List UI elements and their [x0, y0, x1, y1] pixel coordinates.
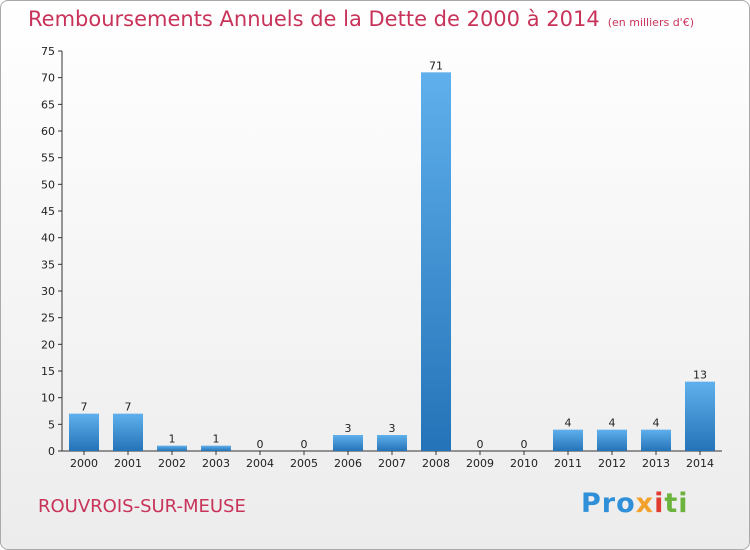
bar-2003	[201, 445, 231, 451]
y-tick-label: 30	[41, 285, 55, 298]
bar-2007	[377, 435, 407, 451]
x-tick-label: 2001	[114, 457, 142, 470]
x-tick-label: 2013	[642, 457, 670, 470]
y-tick-label: 50	[41, 178, 55, 191]
bar-2001	[113, 413, 143, 451]
bar-value-label: 0	[477, 438, 484, 451]
y-tick-label: 65	[41, 98, 55, 111]
bar-2000	[69, 413, 99, 451]
y-tick-label: 45	[41, 205, 55, 218]
bar-value-label: 7	[81, 401, 88, 414]
y-tick-label: 75	[41, 45, 55, 58]
y-tick-label: 5	[48, 418, 55, 431]
proxiti-logo: Proxiti	[581, 488, 689, 519]
bar-2006	[333, 435, 363, 451]
bar-value-label: 4	[609, 417, 616, 430]
chart-title: Remboursements Annuels de la Dette de 20…	[28, 7, 694, 31]
chart-subtitle: (en milliers d'€)	[607, 16, 694, 29]
city-name: ROUVROIS-SUR-MEUSE	[38, 496, 246, 517]
bar-2008	[421, 72, 451, 451]
y-tick-label: 15	[41, 365, 55, 378]
bar-value-label: 1	[169, 433, 176, 446]
x-tick-label: 2009	[466, 457, 494, 470]
x-tick-label: 2010	[510, 457, 538, 470]
bar-value-label: 0	[257, 438, 264, 451]
y-tick-label: 25	[41, 312, 55, 325]
bar-2011	[553, 429, 583, 451]
bar-2012	[597, 429, 627, 451]
x-tick-label: 2003	[202, 457, 230, 470]
x-tick-label: 2006	[334, 457, 362, 470]
bar-value-label: 3	[345, 422, 352, 435]
bar-value-label: 1	[213, 433, 220, 446]
y-tick-label: 10	[41, 392, 55, 405]
x-tick-label: 2000	[70, 457, 98, 470]
x-tick-label: 2004	[246, 457, 274, 470]
bar-value-label: 4	[565, 417, 572, 430]
x-tick-label: 2008	[422, 457, 450, 470]
y-tick-label: 55	[41, 152, 55, 165]
x-tick-label: 2002	[158, 457, 186, 470]
x-tick-label: 2014	[686, 457, 714, 470]
y-tick-label: 20	[41, 338, 55, 351]
y-tick-label: 70	[41, 72, 55, 85]
bar-2002	[157, 445, 187, 451]
bar-value-label: 13	[693, 369, 707, 382]
x-tick-label: 2011	[554, 457, 582, 470]
x-tick-label: 2007	[378, 457, 406, 470]
bar-value-label: 0	[521, 438, 528, 451]
bar-value-label: 7	[125, 401, 132, 414]
x-tick-label: 2005	[290, 457, 318, 470]
bar-value-label: 3	[389, 422, 396, 435]
y-tick-label: 60	[41, 125, 55, 138]
bar-value-label: 4	[653, 417, 660, 430]
x-tick-label: 2012	[598, 457, 626, 470]
bar-value-label: 71	[429, 59, 443, 72]
y-tick-label: 0	[48, 445, 55, 458]
bar-2014	[685, 381, 715, 451]
y-tick-label: 35	[41, 258, 55, 271]
bar-2013	[641, 429, 671, 451]
bar-value-label: 0	[301, 438, 308, 451]
y-tick-label: 40	[41, 232, 55, 245]
